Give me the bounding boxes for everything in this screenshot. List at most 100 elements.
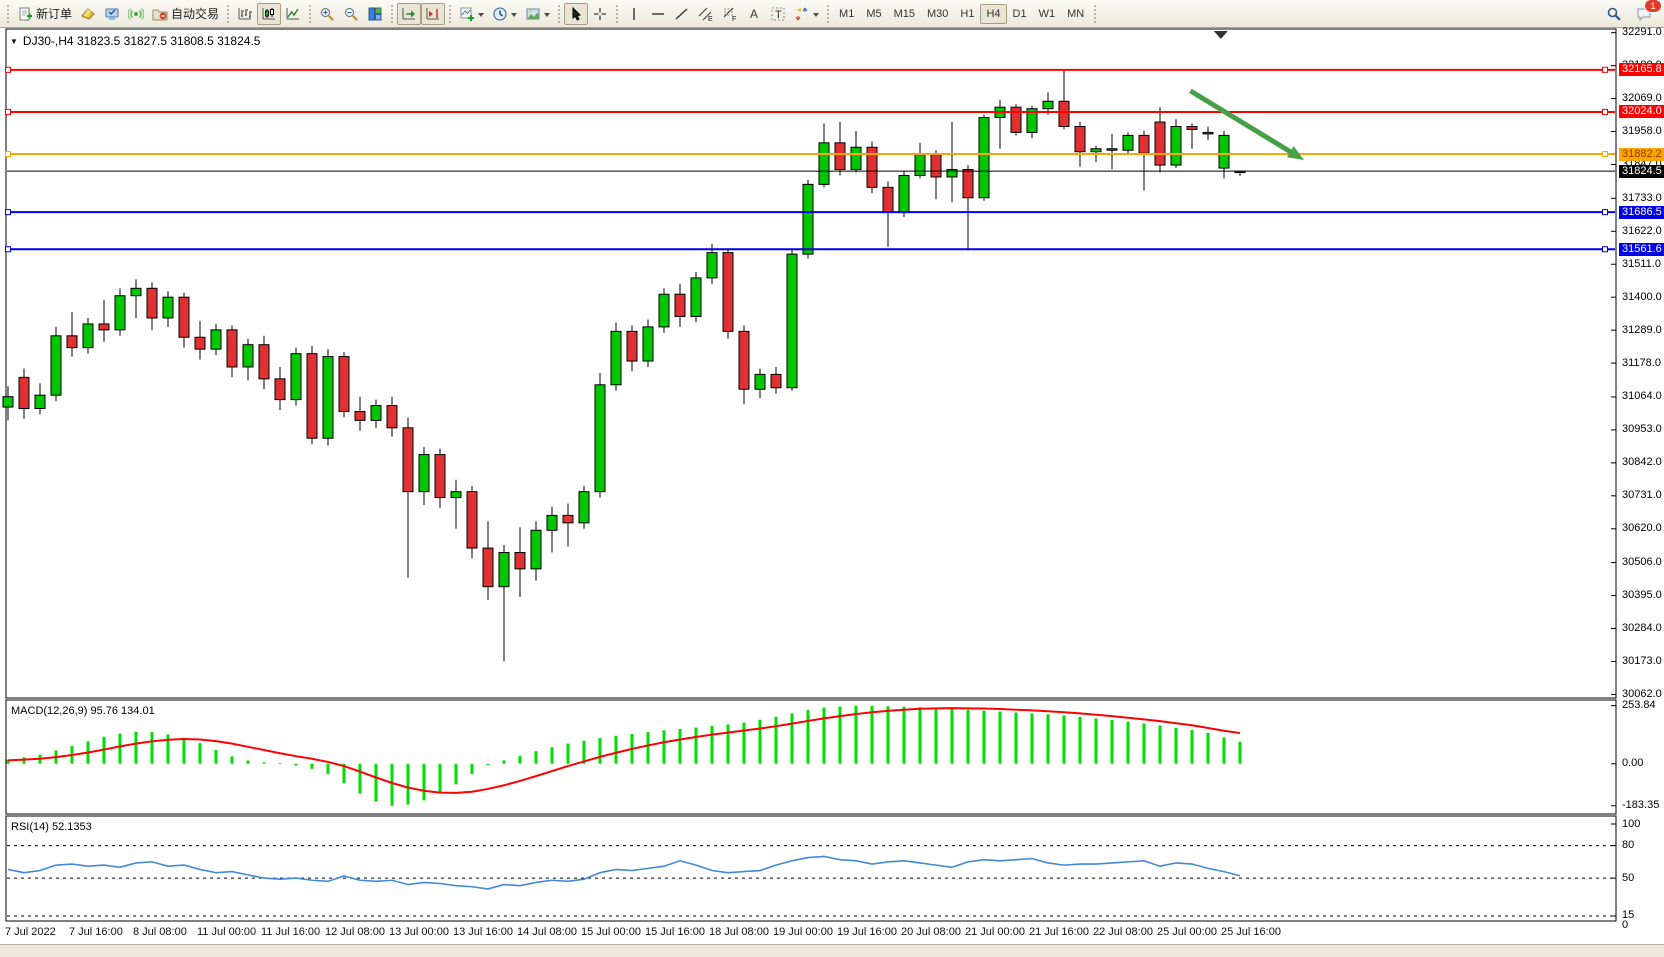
toolbar-separator <box>615 3 620 24</box>
arrows-button[interactable] <box>790 3 823 25</box>
price-tick-label: 32069.0 <box>1622 92 1662 105</box>
macd-tick-label: 0.00 <box>1622 757 1644 770</box>
timeframe-M1[interactable]: M1 <box>839 7 855 20</box>
text-label-button[interactable]: T <box>766 3 790 25</box>
main-toolbar: 新订单 自动交易 <box>0 0 1664 28</box>
auto-scroll-icon <box>402 7 416 19</box>
time-tick-label: 13 Jul 16:00 <box>453 926 513 938</box>
chart-canvas[interactable] <box>0 28 1664 956</box>
time-tick-label: 25 Jul 16:00 <box>1221 926 1281 938</box>
timeframe-M5[interactable]: M5 <box>866 7 882 20</box>
price-line-label: 31561.6 <box>1619 242 1664 256</box>
time-tick-label: 15 Jul 00:00 <box>581 926 641 938</box>
price-tick-label: 30620.0 <box>1622 522 1662 535</box>
rsi-tick-label: 100 <box>1622 817 1641 830</box>
price-tick-label: 30284.0 <box>1622 622 1662 635</box>
chart-window: ▼ DJ30-,H4 31823.5 31827.5 31808.5 31824… <box>0 26 1664 957</box>
timeframe-M30[interactable]: M30 <box>927 7 949 20</box>
cursor-button[interactable] <box>564 2 589 25</box>
timeframe-M15[interactable]: M15 <box>893 7 915 20</box>
trendline-button[interactable] <box>670 3 694 25</box>
fibonacci-button[interactable]: F <box>718 3 742 25</box>
dropdown-caret-icon <box>478 12 485 20</box>
time-tick-label: 14 Jul 08:00 <box>517 926 577 938</box>
vertical-line-button[interactable] <box>622 3 646 25</box>
time-tick-label: 13 Jul 00:00 <box>389 926 449 938</box>
toolbar-separator <box>826 3 831 24</box>
line-handle[interactable] <box>5 66 11 73</box>
line-handle[interactable] <box>5 108 11 115</box>
price-tick-label: 30173.0 <box>1622 654 1662 667</box>
periods-button[interactable] <box>488 3 521 25</box>
toolbar-separator <box>557 3 562 24</box>
metaeditor-button[interactable] <box>76 3 100 25</box>
chart-shift-marker-icon[interactable] <box>1213 31 1228 39</box>
auto-scroll-button[interactable] <box>397 2 422 25</box>
chart-title: ▼ DJ30-,H4 31823.5 31827.5 31808.5 31824… <box>10 34 260 48</box>
chart-shift-button[interactable] <box>421 2 446 25</box>
timeframe-H4[interactable]: H4 <box>980 3 1007 24</box>
algo-trading-button[interactable]: 自动交易 <box>148 3 223 25</box>
cursor-icon <box>572 6 582 21</box>
price-tick-label: 31178.0 <box>1622 356 1661 369</box>
fibonacci-icon: F <box>723 7 736 22</box>
timeframe-group: M1 M5 M15 M30 H1 H4 D1 W1 MN <box>833 3 1090 24</box>
line-handle[interactable] <box>5 209 11 216</box>
search-button[interactable] <box>1602 3 1626 25</box>
line-handle[interactable] <box>1602 246 1608 253</box>
timeframe-MN[interactable]: MN <box>1067 7 1085 20</box>
macd-tick-label: 253.84 <box>1622 699 1656 712</box>
new-order-button[interactable]: 新订单 <box>13 3 76 25</box>
line-handle[interactable] <box>1602 209 1608 216</box>
rsi-tick-label: 80 <box>1622 839 1635 852</box>
line-handle[interactable] <box>1602 151 1608 158</box>
chat-button[interactable]: 1 <box>1632 0 1662 25</box>
templates-button[interactable] <box>521 3 554 25</box>
candlestick-series <box>2 69 1246 662</box>
bar-chart-button[interactable] <box>233 3 257 25</box>
candlestick-chart-button[interactable] <box>257 2 282 25</box>
price-line-label: 31882.2 <box>1619 147 1664 161</box>
trend-arrow[interactable] <box>1189 88 1297 157</box>
crosshair-icon <box>594 7 607 20</box>
equidistant-channel-icon: E <box>698 7 713 22</box>
price-tick-label: 32291.0 <box>1622 26 1662 39</box>
text-label-icon: T <box>771 7 785 21</box>
tile-windows-button[interactable] <box>363 3 387 25</box>
chart-menu-arrow-icon[interactable]: ▼ <box>10 36 18 46</box>
timeframe-D1[interactable]: D1 <box>1012 7 1027 20</box>
svg-text:F: F <box>732 16 736 22</box>
equidistant-channel-button[interactable]: E <box>694 3 718 25</box>
line-chart-button[interactable] <box>281 3 305 25</box>
crosshair-button[interactable] <box>588 3 612 25</box>
price-tick-label: 30506.0 <box>1622 556 1662 569</box>
timeframe-H1[interactable]: H1 <box>960 7 975 20</box>
metaeditor-icon <box>81 7 95 20</box>
line-handle[interactable] <box>5 246 11 253</box>
timeframe-W1[interactable]: W1 <box>1038 7 1056 20</box>
price-tick-label: 30395.0 <box>1622 589 1662 602</box>
horizontal-line-button[interactable] <box>646 3 670 25</box>
indicators-button[interactable] <box>455 3 488 25</box>
signals-button[interactable] <box>124 3 148 25</box>
toolbar-separator <box>6 3 10 24</box>
candlestick-chart-icon <box>262 7 276 19</box>
templates-icon <box>526 8 540 19</box>
macd-signal-line <box>7 707 1241 794</box>
clock-icon <box>493 7 507 20</box>
svg-text:A: A <box>750 7 758 21</box>
time-tick-label: 21 Jul 16:00 <box>1029 926 1089 938</box>
zoom-in-button[interactable] <box>315 3 339 25</box>
price-tick-label: 31511.0 <box>1622 257 1661 270</box>
line-handle[interactable] <box>5 151 11 158</box>
time-tick-label: 7 Jul 16:00 <box>69 926 123 938</box>
line-handle[interactable] <box>1602 66 1608 73</box>
virtual-hosting-button[interactable] <box>100 3 124 25</box>
text-button[interactable]: A <box>742 3 766 25</box>
zoom-out-button[interactable] <box>339 3 363 25</box>
rsi-tick-label: 0 <box>1622 918 1629 931</box>
line-handle[interactable] <box>1602 108 1608 115</box>
time-tick-label: 8 Jul 08:00 <box>133 926 187 938</box>
time-tick-label: 20 Jul 08:00 <box>901 926 961 938</box>
price-line-label: 31686.5 <box>1619 205 1664 219</box>
